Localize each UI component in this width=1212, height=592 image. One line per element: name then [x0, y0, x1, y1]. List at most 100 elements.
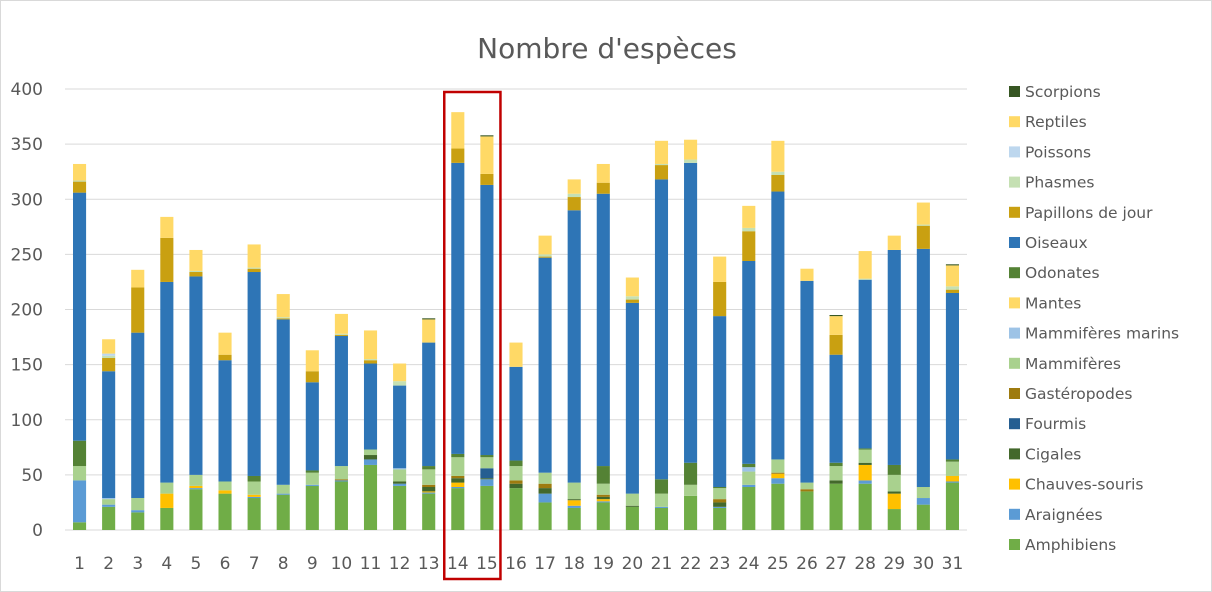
bar-segment — [916, 224, 930, 226]
y-tick-label: 300 — [11, 190, 43, 210]
bar-segment — [771, 483, 785, 530]
bar-segment — [567, 505, 581, 508]
bar-segment — [131, 332, 145, 499]
bar-segment — [189, 488, 203, 490]
x-tick-label: 5 — [191, 554, 202, 574]
bar-segment — [189, 249, 203, 271]
bar-segment — [829, 354, 843, 463]
bar-segment — [102, 499, 116, 505]
bar-segment — [887, 509, 901, 530]
bar-segment — [160, 482, 174, 494]
x-tick-label: 17 — [534, 554, 556, 574]
y-axis-ticks: 0 50 100 150 200 250 300 350 400 — [11, 80, 43, 541]
bar-segment — [422, 466, 436, 470]
bar-segment — [363, 459, 378, 465]
legend-swatch — [1009, 86, 1020, 97]
bar-segment — [945, 459, 959, 462]
x-tick-label: 26 — [796, 554, 818, 574]
highlight-box — [443, 90, 502, 581]
bar-segment — [451, 457, 465, 476]
bar-segment — [538, 254, 552, 257]
bar-segment — [684, 462, 698, 485]
legend-label: Chauves-souris — [1025, 476, 1143, 494]
bar-segment — [131, 287, 145, 333]
bar-segment — [189, 272, 203, 277]
bars — [73, 112, 959, 530]
x-tick-label: 25 — [767, 554, 789, 574]
bar-segment — [480, 184, 494, 456]
bar-segment — [713, 256, 727, 282]
bar-segment — [363, 330, 378, 360]
x-tick-label: 23 — [709, 554, 731, 574]
bar-segment — [625, 296, 639, 300]
bar-segment — [363, 455, 378, 460]
legend-label: Papillons de jour — [1025, 204, 1153, 222]
bar-segment — [945, 292, 959, 460]
bar-segment — [945, 482, 959, 530]
bar-segment — [538, 256, 552, 258]
bar-segment — [363, 464, 378, 530]
bar-segment — [858, 279, 872, 449]
bar-segment — [713, 488, 727, 500]
bar-segment — [363, 360, 378, 364]
x-tick-label: 2 — [103, 554, 114, 574]
legend-swatch — [1009, 478, 1020, 490]
bar-segment — [480, 135, 494, 137]
bar-segment — [829, 466, 843, 481]
bar-segment — [858, 278, 872, 280]
bar-segment — [945, 265, 959, 287]
bar-segment — [131, 510, 145, 513]
x-tick-label: 10 — [331, 554, 353, 574]
bar-segment — [102, 353, 116, 356]
bar-segment — [276, 318, 290, 320]
bar-segment — [654, 179, 669, 480]
bar-segment — [218, 332, 232, 355]
bar-segment — [538, 235, 552, 255]
bar-segment — [334, 466, 348, 480]
bar-segment — [800, 489, 814, 492]
bar-segment — [742, 260, 756, 464]
legend-label: Araignées — [1025, 506, 1103, 524]
bar-segment — [189, 270, 203, 273]
bar-segment — [945, 461, 959, 476]
bar-segment — [800, 280, 814, 483]
bar-segment — [567, 210, 581, 483]
bar-segment — [684, 484, 698, 496]
bar-segment — [422, 318, 436, 320]
bar-segment — [829, 462, 843, 467]
bar-segment — [713, 507, 727, 530]
x-tick-label: 7 — [249, 554, 260, 574]
bar-segment — [654, 140, 669, 164]
bar-segment — [509, 342, 523, 367]
bar-segment — [160, 507, 174, 530]
bar-segment — [247, 268, 261, 273]
bar-segment — [480, 173, 494, 185]
bar-segment — [73, 192, 87, 441]
bar-segment — [334, 479, 348, 481]
bar-segment — [858, 480, 872, 484]
bar-segment — [829, 315, 843, 317]
bar-segment — [305, 484, 319, 486]
bar-segment — [858, 251, 872, 279]
bar-segment — [567, 179, 581, 194]
x-tick-label: 9 — [307, 554, 318, 574]
bar-segment — [596, 466, 610, 484]
x-tick-label: 14 — [447, 554, 469, 574]
legend: Scorpions Reptiles Poissons Phasmes Papillon… — [1009, 83, 1179, 554]
bar-segment — [131, 512, 145, 530]
bar-segment — [480, 478, 494, 480]
bar-segment — [393, 468, 407, 470]
bar-segment — [596, 499, 610, 502]
bar-segment — [247, 475, 261, 482]
y-tick-label: 50 — [21, 466, 43, 486]
x-tick-label: 18 — [563, 554, 585, 574]
bar-segment — [887, 474, 901, 492]
x-tick-label: 24 — [738, 554, 760, 574]
bar-segment — [742, 484, 756, 488]
bar-segment — [393, 481, 407, 484]
legend-swatch — [1009, 388, 1020, 399]
bar-segment — [654, 507, 669, 530]
bar-segment — [305, 382, 319, 471]
bar-segment — [189, 474, 203, 486]
